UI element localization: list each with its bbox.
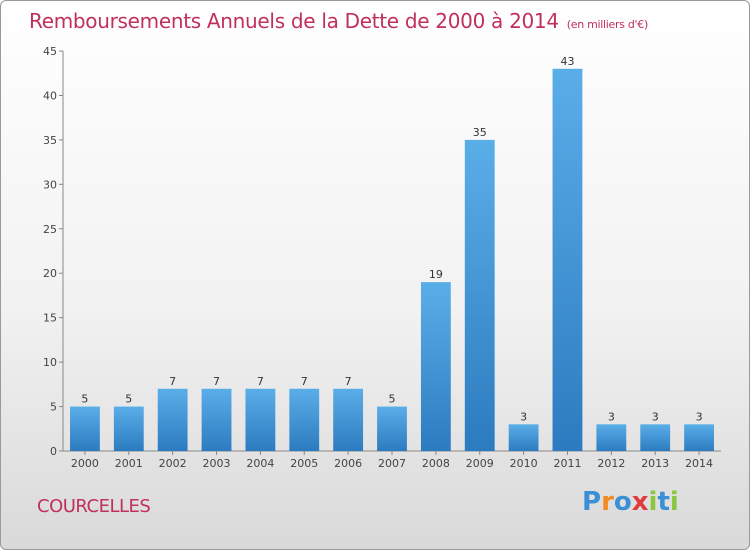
- chart-title: Remboursements Annuels de la Dette de 20…: [29, 9, 648, 33]
- logo-letter: i: [648, 487, 658, 517]
- data-label: 5: [125, 393, 132, 406]
- data-label: 3: [696, 410, 703, 423]
- logo-letter: x: [631, 487, 649, 517]
- bar-2000: [70, 406, 100, 451]
- x-tick-label: 2013: [641, 457, 669, 470]
- bar-2006: [333, 388, 364, 451]
- data-label: 7: [301, 375, 308, 388]
- bar-2004: [245, 388, 276, 451]
- data-label: 35: [473, 126, 487, 139]
- data-label: 7: [169, 375, 176, 388]
- data-label: 7: [257, 375, 264, 388]
- proxiti-logo: Proxiti: [582, 487, 679, 517]
- bar-2013: [640, 424, 671, 451]
- y-tick-label: 30: [43, 178, 57, 191]
- logo-letter: t: [657, 487, 670, 517]
- x-tick-label: 2008: [422, 457, 450, 470]
- x-tick-label: 2007: [378, 457, 406, 470]
- data-label: 3: [652, 410, 659, 423]
- y-tick-label: 40: [43, 89, 57, 102]
- bar-2012: [596, 424, 627, 451]
- chart-subtitle: (en milliers d'€): [566, 18, 648, 31]
- data-label: 3: [608, 410, 615, 423]
- data-label: 7: [213, 375, 220, 388]
- y-tick-label: 0: [50, 445, 57, 458]
- x-tick-label: 2002: [159, 457, 187, 470]
- logo-letter: r: [601, 487, 614, 517]
- x-tick-label: 2011: [553, 457, 581, 470]
- logo-letter: i: [669, 487, 679, 517]
- y-tick-label: 45: [43, 45, 57, 58]
- bar-2008: [420, 282, 451, 451]
- y-tick-label: 20: [43, 267, 57, 280]
- logo-letter: P: [582, 487, 602, 517]
- x-tick-label: 2000: [71, 457, 99, 470]
- y-tick-label: 5: [50, 401, 57, 414]
- bar-2007: [377, 406, 407, 451]
- y-tick-label: 25: [43, 223, 57, 236]
- data-label: 5: [81, 393, 88, 406]
- data-label: 3: [520, 410, 527, 423]
- bar-2001: [113, 406, 144, 451]
- bar-2014: [684, 424, 714, 451]
- x-tick-label: 2001: [115, 457, 143, 470]
- x-tick-label: 2003: [203, 457, 231, 470]
- x-tick-label: 2014: [685, 457, 713, 470]
- bar-2005: [289, 388, 320, 451]
- x-tick-label: 2006: [334, 457, 362, 470]
- x-tick-label: 2005: [290, 457, 318, 470]
- x-tick-label: 2012: [597, 457, 625, 470]
- bar-2011: [552, 68, 583, 452]
- data-label: 43: [560, 55, 574, 68]
- data-label: 7: [345, 375, 352, 388]
- bar-2003: [201, 388, 232, 451]
- y-tick-label: 15: [43, 312, 57, 325]
- city-name: COURCELLES: [37, 496, 151, 517]
- bar-2002: [157, 388, 188, 451]
- x-tick-label: 2010: [510, 457, 538, 470]
- y-tick-label: 35: [43, 134, 57, 147]
- bar-2009: [464, 139, 495, 451]
- x-tick-label: 2004: [246, 457, 274, 470]
- data-label: 19: [429, 268, 443, 281]
- x-tick-label: 2009: [466, 457, 494, 470]
- chart-title-text: Remboursements Annuels de la Dette de 20…: [29, 9, 559, 33]
- logo-letter: o: [613, 487, 632, 517]
- y-tick-label: 10: [43, 356, 57, 369]
- data-label: 5: [389, 393, 396, 406]
- bar-2010: [508, 424, 539, 451]
